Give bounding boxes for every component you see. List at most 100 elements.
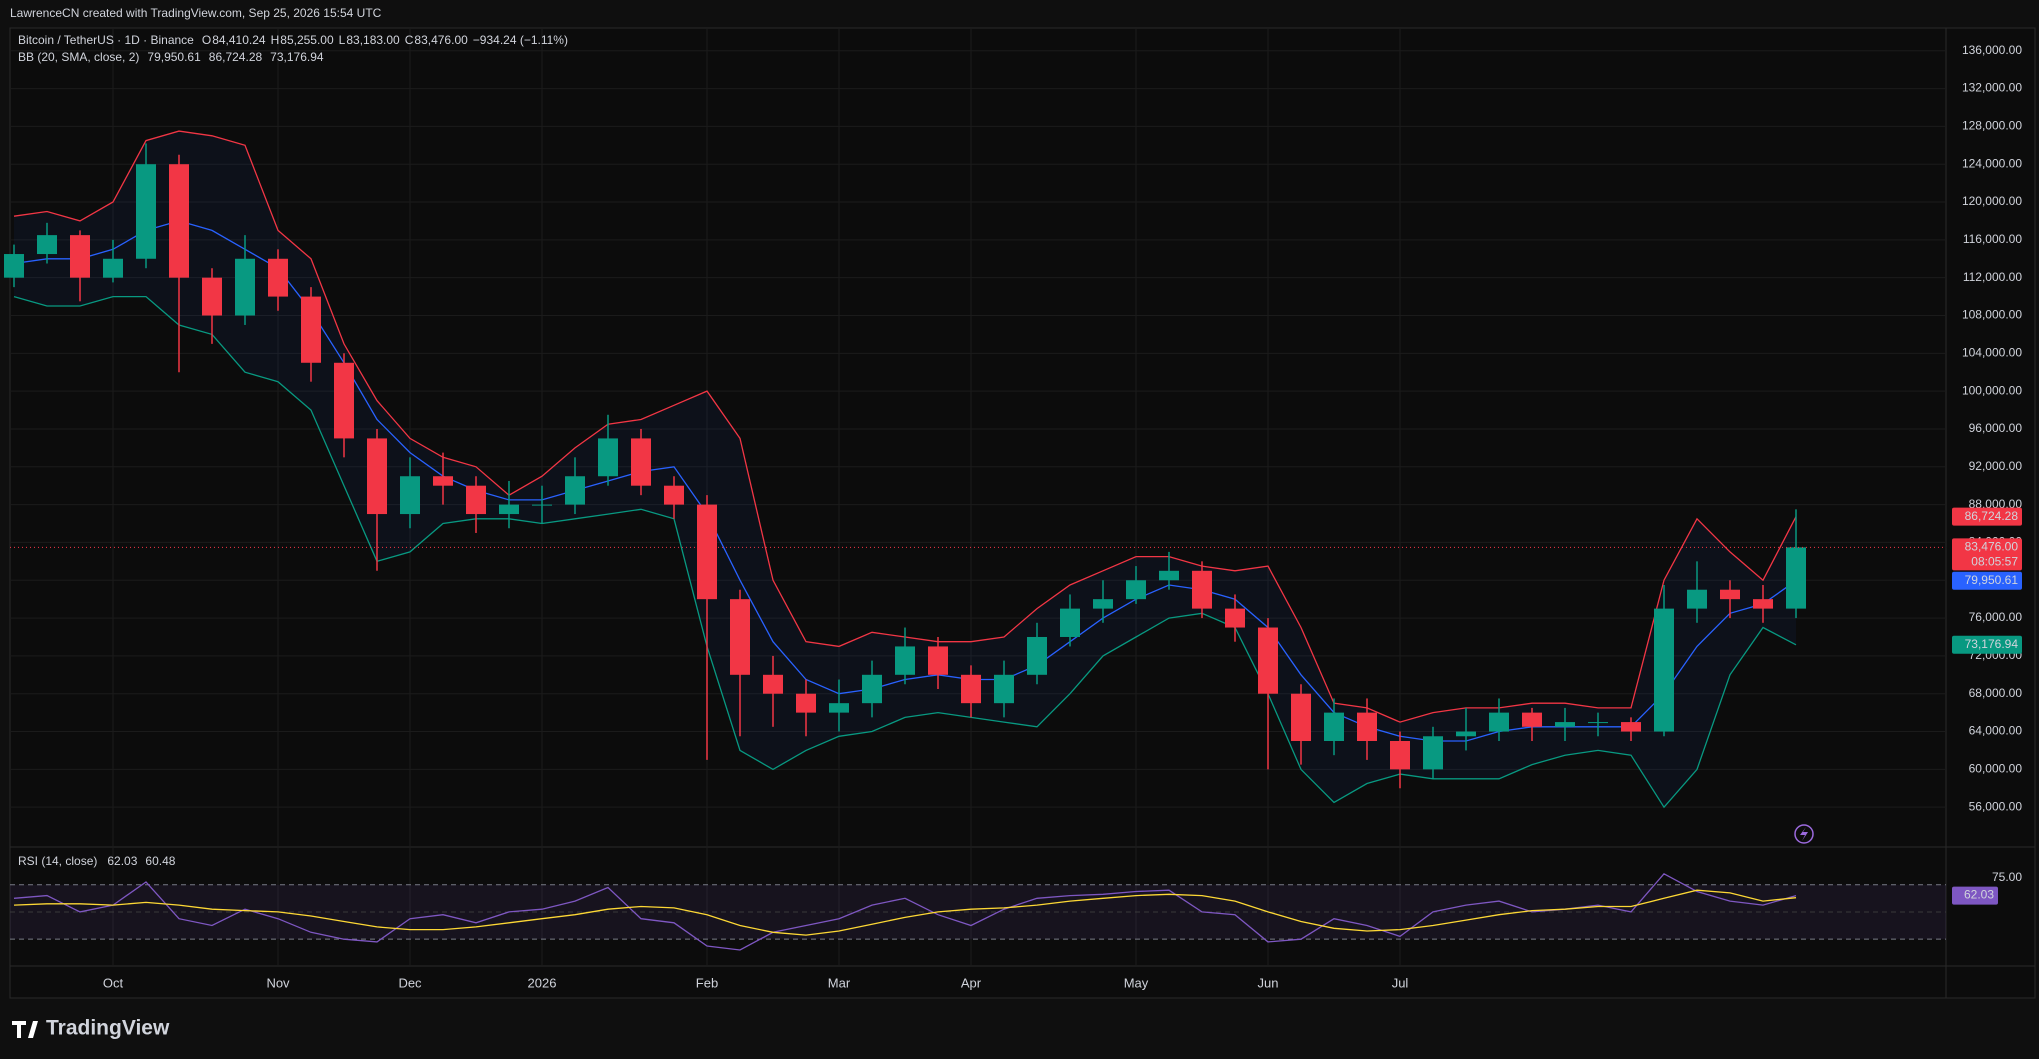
y-tick-label: 76,000.00: [1969, 610, 2023, 624]
candle-body: [862, 674, 882, 704]
candle-body: [334, 362, 354, 439]
alert-bolt: [1800, 827, 1808, 841]
candle-body: [598, 438, 618, 477]
rsi-badge: [1952, 886, 1998, 905]
x-tick-label: Nov: [266, 975, 290, 990]
y-tick-label: 68,000.00: [1969, 686, 2023, 700]
candle-body: [235, 258, 255, 316]
last-price-badge: [1952, 538, 2022, 571]
candle-body: [1654, 608, 1674, 732]
y-tick-label: 136,000.00: [1962, 43, 2022, 57]
legend-text: H: [271, 33, 280, 47]
legend-text: 62.03: [107, 854, 137, 868]
candle-body: [1489, 712, 1509, 732]
legend-text: 83,476.00: [414, 33, 468, 47]
y-tick-label: 112,000.00: [1963, 270, 2022, 284]
y-tick-label: 124,000.00: [1962, 156, 2022, 170]
x-tick-label: Apr: [961, 975, 982, 990]
candle-body: [565, 476, 585, 505]
candle-body: [1159, 570, 1179, 581]
last-price-label: 83,476.00: [1965, 540, 2019, 554]
legend-text: 83,183.00: [346, 33, 400, 47]
legend-text: BB (20, SMA, close, 2): [18, 50, 139, 64]
candle-body: [400, 476, 420, 515]
candle-body: [1291, 693, 1311, 741]
candle-body: [664, 485, 684, 505]
candle-body: [631, 438, 651, 486]
candle-body: [1258, 627, 1278, 694]
chart-frame: [9, 27, 2036, 999]
candle-body: [268, 258, 288, 297]
candle-body: [730, 599, 750, 675]
candle-body: [1390, 740, 1410, 770]
candle-body: [1423, 736, 1443, 770]
price-badge: [1952, 507, 2022, 526]
rsi-line: [13, 889, 1797, 936]
legend-text: C: [405, 33, 414, 47]
candle-body: [4, 254, 24, 278]
candle-body: [1555, 722, 1575, 727]
y-tick-label: 104,000.00: [1962, 345, 2022, 359]
grid: [10, 29, 1946, 965]
candle-body: [1060, 608, 1080, 637]
candle-body: [1786, 547, 1806, 609]
candle-body: [433, 476, 453, 486]
candle-body: [367, 438, 387, 515]
y-tick-label: 120,000.00: [1962, 194, 2022, 208]
x-tick-label: Oct: [103, 975, 124, 990]
x-tick-label: Feb: [696, 975, 718, 990]
x-tick-label: Jun: [1258, 975, 1279, 990]
y-tick-label: 108,000.00: [1962, 308, 2022, 322]
candle-body: [829, 703, 849, 713]
legend-text: 79,950.61: [147, 50, 201, 64]
candle-body: [697, 504, 717, 600]
candle-body: [1753, 599, 1773, 609]
bb-line: [13, 295, 1797, 809]
x-tick-label: Dec: [398, 975, 422, 990]
candle-body: [961, 674, 981, 704]
candle-body: [1192, 570, 1212, 609]
candle-body: [499, 504, 519, 515]
candle-body: [1720, 589, 1740, 600]
x-tick-label: Mar: [828, 975, 851, 990]
x-tick-label: Jul: [1392, 975, 1409, 990]
price-badge-label: 86,724.28: [1965, 509, 2019, 523]
legend-text: 73,176.94: [270, 50, 324, 64]
candle-body: [1225, 608, 1245, 628]
candle-body: [1093, 599, 1113, 609]
candle-body: [1621, 722, 1641, 732]
y-tick-label: 56,000.00: [1969, 799, 2023, 813]
candle-body: [37, 235, 57, 255]
y-tick-label: 128,000.00: [1962, 119, 2022, 133]
legend-text: 60.48: [145, 854, 175, 868]
brand-logo: [12, 1021, 38, 1038]
candle-body: [202, 277, 222, 316]
x-tick-label: May: [1124, 975, 1149, 990]
legend-text: Bitcoin / TetherUS · 1D · Binance: [18, 33, 194, 47]
alert-icon[interactable]: [1794, 824, 1814, 844]
y-tick-label: 60,000.00: [1969, 762, 2023, 776]
y-tick-label: 116,000.00: [1963, 232, 2022, 246]
rsi-line: [13, 872, 1797, 951]
candle-body: [1027, 636, 1047, 675]
brand: TradingView: [46, 1017, 170, 1040]
legend-text: −934.24 (−1.11%): [473, 33, 568, 47]
candle-body: [136, 164, 156, 259]
price-badge: [1952, 571, 2022, 590]
y-tick-label: 92,000.00: [1969, 459, 2023, 473]
header: LawrenceCN created with TradingView.com,…: [10, 6, 382, 20]
candle-body: [928, 646, 948, 675]
legend-text: 85,255.00: [280, 33, 334, 47]
price-badge-label: 73,176.94: [1965, 637, 2019, 651]
price-badge-label: 79,950.61: [1965, 573, 2019, 587]
y-tick-label: 132,000.00: [1962, 81, 2022, 95]
candle-body: [1126, 580, 1146, 600]
candle-body: [103, 258, 123, 278]
candle-body: [1357, 712, 1377, 741]
plot: [4, 130, 1946, 951]
candle-body: [466, 485, 486, 515]
candle-body: [1588, 722, 1608, 724]
rsi-badge-label: 62.03: [1964, 888, 1994, 902]
